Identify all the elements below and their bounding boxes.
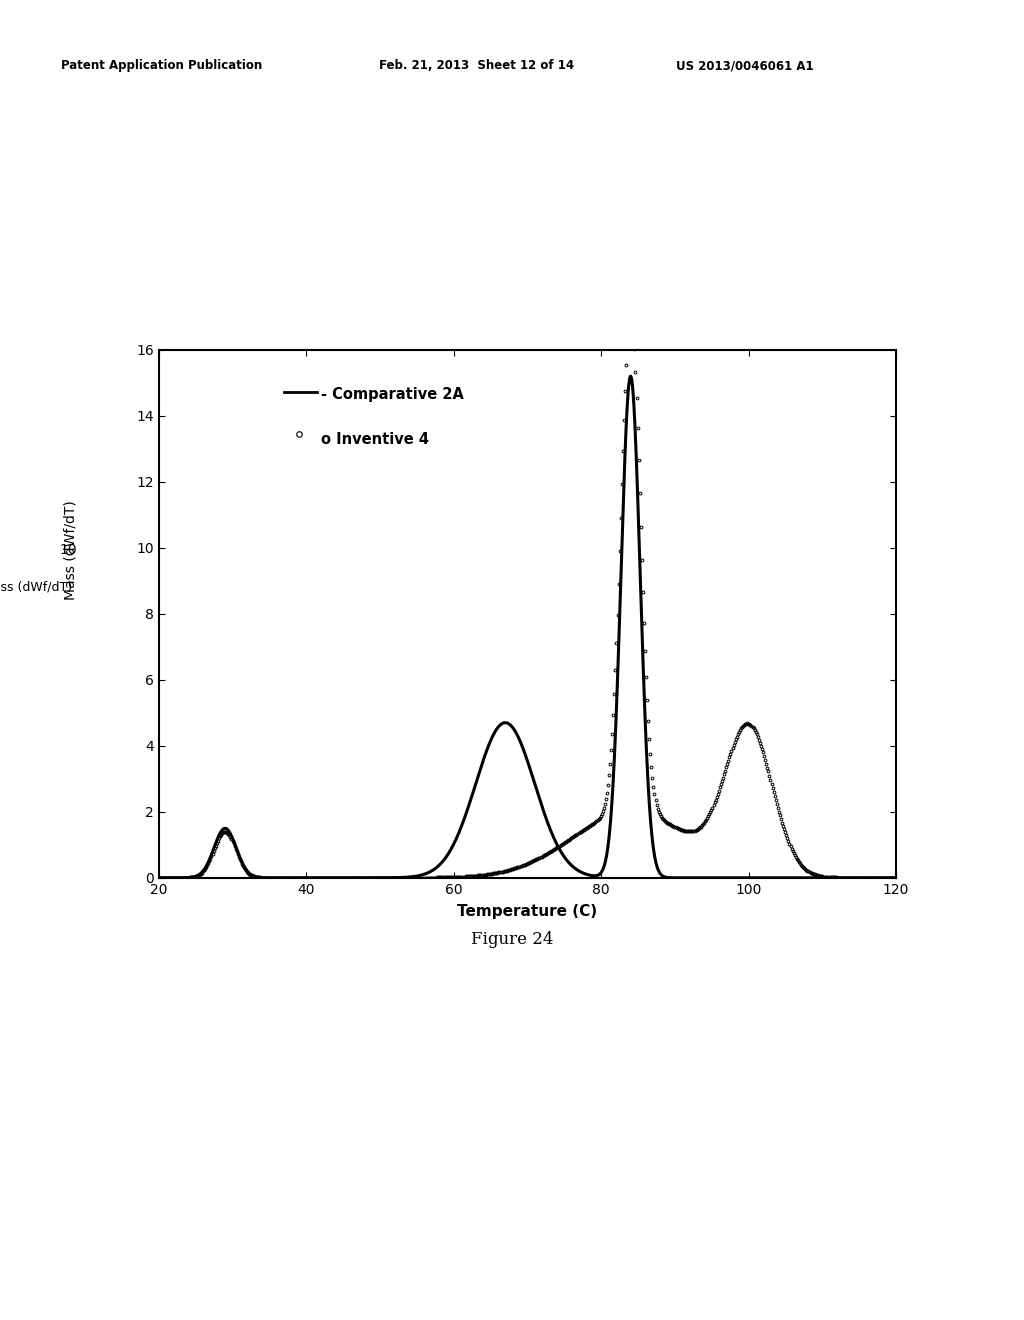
X-axis label: Temperature (C): Temperature (C) — [458, 904, 597, 919]
Text: Feb. 21, 2013  Sheet 12 of 14: Feb. 21, 2013 Sheet 12 of 14 — [379, 59, 574, 73]
Text: Figure 24: Figure 24 — [471, 931, 553, 948]
Y-axis label: Mass (dWf/dT): Mass (dWf/dT) — [63, 500, 78, 601]
Text: US 2013/0046061 A1: US 2013/0046061 A1 — [676, 59, 813, 73]
Text: Mass (dWf/dT): Mass (dWf/dT) — [0, 581, 72, 594]
Text: Patent Application Publication: Patent Application Publication — [61, 59, 263, 73]
Text: 10: 10 — [59, 544, 77, 557]
Text: o Inventive 4: o Inventive 4 — [321, 432, 429, 446]
Text: - Comparative 2A: - Comparative 2A — [321, 387, 464, 401]
